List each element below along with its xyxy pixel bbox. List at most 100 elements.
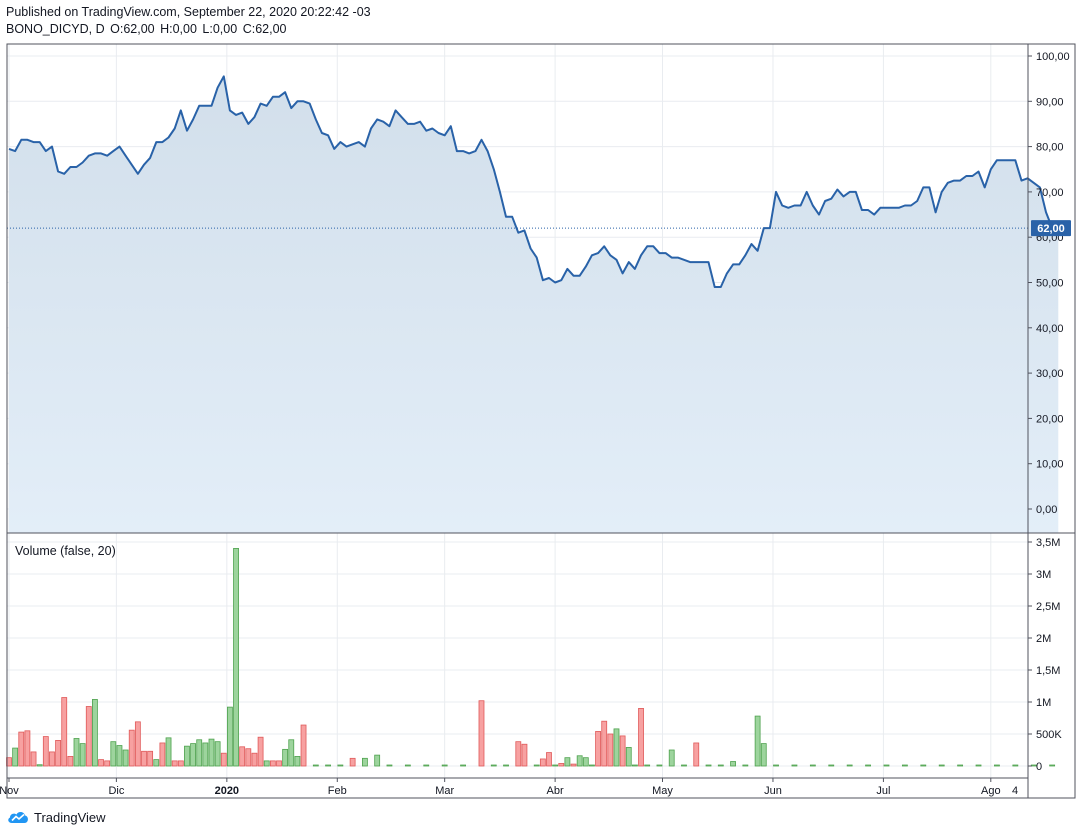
volume-bar — [362, 757, 368, 767]
volume-bar — [613, 728, 620, 767]
time-tick-label: 4 — [1012, 785, 1018, 797]
volume-bar — [668, 749, 675, 767]
volume-bar — [564, 757, 571, 767]
volume-bar — [638, 708, 644, 767]
outer-frame — [6, 43, 1076, 799]
volume-bar — [595, 731, 601, 767]
volume-tick-label: 1M — [1036, 697, 1051, 709]
volume-bar — [202, 742, 209, 767]
volume-bar — [791, 764, 798, 767]
volume-bar — [208, 738, 215, 767]
volume-bar — [631, 764, 638, 767]
symbol-label: BONO_DICYD, D — [6, 22, 105, 36]
volume-bar — [196, 739, 203, 767]
volume-bar — [128, 729, 135, 767]
volume-bar — [263, 760, 270, 767]
volume-bar — [233, 548, 239, 767]
volume-bar — [901, 764, 908, 767]
tradingview-cloud-icon — [8, 811, 28, 823]
time-tick-label: Feb — [328, 785, 347, 797]
price-tick-label: 70,00 — [1036, 187, 1064, 199]
volume-bar — [122, 749, 129, 767]
volume-bar — [214, 741, 221, 767]
volume-bar — [165, 737, 172, 767]
volume-bar — [730, 761, 736, 767]
volume-bar — [184, 745, 190, 767]
volume-bar — [141, 750, 147, 767]
price-tick-label: 100,00 — [1036, 51, 1070, 63]
volume-bar — [552, 764, 559, 767]
volume-bar — [171, 760, 178, 767]
volume-bar — [920, 764, 927, 767]
volume-bar — [12, 747, 19, 767]
volume-bar — [607, 733, 614, 767]
published-text: Published on TradingView.com, September … — [6, 5, 371, 19]
volume-tick-label: 2,5M — [1036, 601, 1060, 613]
footer-brand[interactable]: TradingView — [6, 806, 106, 828]
chart-frame — [6, 43, 1076, 799]
volume-bar — [681, 764, 687, 767]
volume-bar — [601, 720, 608, 767]
price-tick-label: 0,00 — [1036, 504, 1057, 516]
volume-bar — [503, 764, 509, 767]
volume-bar — [42, 736, 49, 767]
time-tick-label: Jun — [764, 785, 782, 797]
time-tick-label: Nov — [0, 785, 19, 797]
volume-bar — [994, 764, 1000, 767]
volume-bar — [619, 735, 626, 767]
volume-bar — [251, 752, 258, 767]
price-area-fill — [9, 76, 1059, 534]
volume-bar — [288, 739, 295, 767]
price-tick-label: 30,00 — [1036, 368, 1064, 380]
volume-bar — [589, 764, 595, 767]
volume-bar — [625, 747, 632, 767]
volume-bar — [693, 742, 700, 767]
volume-bar — [460, 764, 466, 767]
volume-bar — [220, 752, 227, 767]
volume-bar — [742, 764, 749, 767]
volume-bar — [177, 760, 184, 767]
volume-bar — [490, 764, 497, 767]
chart-header: Published on TradingView.com, September … — [6, 4, 371, 38]
volume-bar — [374, 754, 381, 767]
time-tick-label: Jul — [876, 785, 890, 797]
volume-bar — [576, 755, 583, 767]
volume-bar — [754, 715, 761, 767]
volume-bar — [276, 760, 282, 767]
last-price-badge — [1031, 220, 1071, 237]
volume-bar — [1012, 764, 1019, 767]
volume-bar — [644, 764, 651, 767]
volume-tick-label: 1,5M — [1036, 665, 1060, 677]
volume-bar — [79, 743, 86, 767]
price-tick-label: 20,00 — [1036, 413, 1064, 425]
volume-bar — [104, 760, 111, 767]
price-tick-label: 50,00 — [1036, 278, 1064, 290]
time-tick-label: Mar — [435, 785, 454, 797]
time-tick-label: Ago — [981, 785, 1001, 797]
ohlc-close: C:62,00 — [242, 22, 287, 36]
volume-bar — [85, 706, 92, 767]
volume-tick-label: 500K — [1036, 729, 1062, 741]
price-line — [8, 75, 1059, 288]
volume-bar — [865, 764, 871, 767]
volume-bar — [846, 764, 853, 767]
volume-tick-label: 3M — [1036, 569, 1051, 581]
volume-bar — [773, 764, 779, 767]
volume-bar — [153, 759, 160, 767]
volume-bar — [386, 764, 393, 767]
ohlc-high: H:0,00 — [160, 22, 197, 36]
price-tick-label: 90,00 — [1036, 96, 1064, 108]
volume-bar — [533, 764, 540, 767]
volume-bar — [269, 760, 276, 767]
volume-bar — [257, 736, 264, 767]
price-tick-label: 40,00 — [1036, 323, 1064, 335]
volume-bar — [300, 724, 307, 767]
volume-bar — [227, 706, 233, 767]
volume-bar — [582, 757, 589, 767]
volume-bar — [159, 742, 166, 767]
volume-bar — [539, 758, 546, 767]
volume-bar — [337, 764, 344, 767]
volume-bar — [190, 743, 196, 767]
volume-bar — [515, 741, 522, 767]
